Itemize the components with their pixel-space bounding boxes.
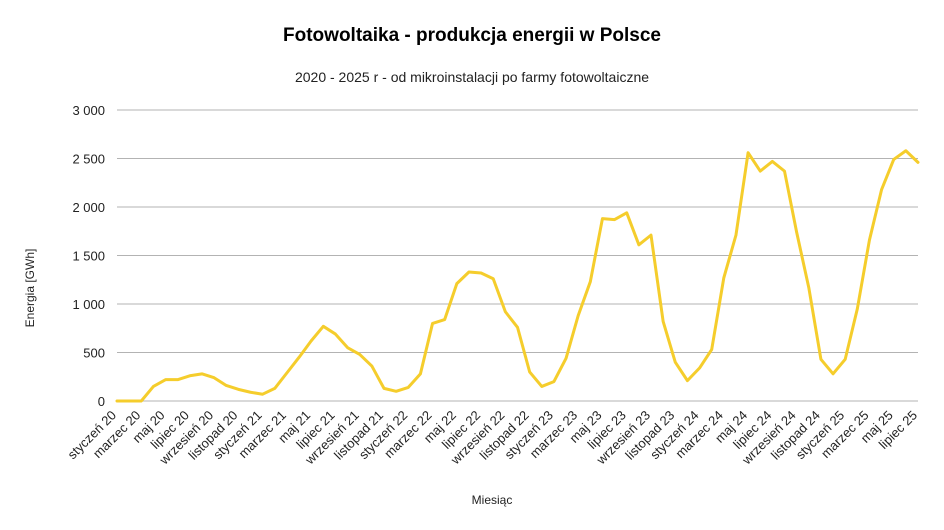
data-point <box>698 366 701 370</box>
data-point <box>358 353 361 356</box>
data-point <box>843 358 847 361</box>
data-point <box>382 387 386 390</box>
data-point <box>443 318 446 321</box>
data-point <box>309 339 313 343</box>
data-point <box>613 218 616 221</box>
y-axis-label: Energia [GWh] <box>23 249 37 328</box>
data-point <box>576 314 580 317</box>
data-point <box>637 243 641 247</box>
data-point <box>552 380 556 383</box>
data-point <box>734 233 738 237</box>
y-tick-label: 2 500 <box>72 152 105 167</box>
y-tick-label: 1 500 <box>72 249 105 264</box>
data-point <box>892 158 895 161</box>
data-point <box>394 390 398 393</box>
data-point <box>601 217 604 220</box>
data-point <box>528 370 531 374</box>
data-point <box>819 358 823 361</box>
data-point <box>492 277 495 280</box>
y-tick-label: 3 000 <box>72 103 105 118</box>
data-point <box>188 374 192 377</box>
data-point <box>771 160 774 163</box>
series-line <box>115 149 920 403</box>
data-point <box>759 169 762 173</box>
data-point <box>200 372 204 376</box>
y-axis-ticks: 0 500 1 000 1 500 2 000 2 500 3 000 <box>72 103 105 409</box>
data-point <box>795 231 798 234</box>
data-point <box>297 356 301 359</box>
data-point <box>783 169 786 173</box>
data-point <box>249 391 252 394</box>
data-point <box>212 376 216 379</box>
data-point <box>334 332 337 336</box>
chart-subtitle: 2020 - 2025 r - od mikroinstalacji po fa… <box>295 69 649 85</box>
data-point <box>455 282 459 285</box>
series-layer <box>115 149 920 403</box>
data-point <box>407 386 410 389</box>
data-point <box>152 385 155 388</box>
y-tick-label: 1 000 <box>72 297 105 312</box>
data-point <box>856 307 859 311</box>
data-point <box>431 322 434 325</box>
data-point <box>564 357 568 360</box>
data-point <box>322 325 325 328</box>
data-point <box>504 310 507 313</box>
data-point <box>686 379 689 382</box>
data-point <box>127 399 131 403</box>
data-point <box>807 286 810 289</box>
data-point <box>661 320 665 323</box>
data-point <box>516 326 519 329</box>
data-point <box>261 393 264 396</box>
data-point <box>370 364 374 368</box>
data-point <box>868 238 871 242</box>
data-point <box>540 385 543 388</box>
data-point <box>880 188 883 191</box>
data-point <box>625 211 628 215</box>
y-tick-label: 2 000 <box>72 200 105 215</box>
data-point <box>649 233 653 237</box>
data-point <box>285 371 289 375</box>
data-point <box>674 361 677 364</box>
data-point <box>710 348 713 351</box>
y-tick-label: 0 <box>98 394 105 409</box>
data-point <box>346 346 349 349</box>
data-point <box>115 399 119 403</box>
data-point <box>164 378 167 381</box>
data-point <box>225 384 228 387</box>
data-point <box>467 270 471 274</box>
data-point <box>176 378 179 381</box>
data-point <box>273 387 276 390</box>
data-point <box>419 372 422 376</box>
data-point <box>589 280 592 283</box>
chart-title: Fotowoltaika - produkcja energii w Polsc… <box>283 25 661 46</box>
data-point <box>904 149 908 152</box>
data-point <box>722 276 726 280</box>
data-point <box>479 271 483 275</box>
data-point <box>916 161 920 164</box>
y-tick-label: 500 <box>83 346 105 361</box>
data-point <box>746 151 750 154</box>
data-point <box>140 399 143 403</box>
grid-lines <box>117 109 918 402</box>
x-axis-label: Miesiąc <box>472 493 513 507</box>
data-point <box>831 372 835 376</box>
data-point <box>237 388 240 391</box>
